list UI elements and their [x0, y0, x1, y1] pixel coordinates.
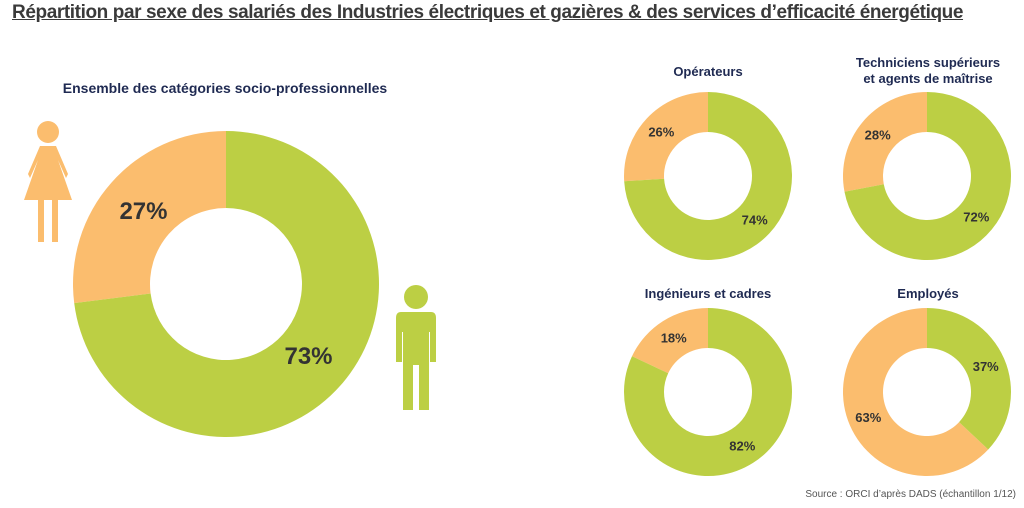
main-chart-title: Ensemble des catégories socio-profession… [62, 80, 388, 96]
main-label-women: 27% [119, 198, 167, 225]
technicians-label-women: 28% [865, 128, 891, 143]
operators-label-men: 74% [742, 212, 768, 227]
employees-slice-women [843, 308, 989, 476]
operators-slice-men [624, 92, 792, 260]
woman-figure-icon [24, 121, 72, 242]
operators-chart-title: Opérateurs [673, 64, 743, 79]
engineers-donut: 18% 82% [624, 308, 792, 477]
man-figure-icon [396, 285, 436, 410]
operators-donut: 26% 74% [624, 92, 792, 260]
engineers-label-women: 18% [661, 330, 687, 345]
employees-label-men: 37% [973, 359, 999, 374]
main-slice-men [74, 131, 380, 438]
technicians-title-line-1: Techniciens supérieurs [855, 55, 1001, 70]
technicians-label-men: 72% [963, 209, 989, 224]
technicians-slice-men [844, 92, 1011, 260]
source-note: Source : ORCI d’après DADS (échantillon … [805, 489, 1016, 500]
operators-slice-women [624, 92, 708, 182]
technicians-donut: 28% 72% [842, 92, 1011, 260]
technicians-chart-title: Techniciens supérieurs et agents de maîtr… [818, 55, 1024, 87]
engineers-label-men: 82% [729, 439, 755, 454]
technicians-title-line-2: et agents de maîtrise [863, 71, 993, 86]
employees-label-women: 63% [855, 410, 881, 425]
engineers-chart-title: Ingénieurs et cadres [644, 286, 772, 301]
main-label-men: 73% [284, 343, 332, 370]
technicians-slice-women [842, 92, 927, 192]
engineers-slice-men [624, 308, 792, 477]
page-title: Répartition par sexe des salariés des In… [12, 2, 964, 23]
employees-slice-men [927, 308, 1011, 450]
operators-label-women: 26% [648, 125, 674, 140]
main-slice-women [73, 131, 226, 304]
main-donut: 27% 73% [73, 131, 380, 438]
employees-donut: 63% 37% [843, 308, 1011, 476]
engineers-slice-women [631, 308, 708, 374]
employees-chart-title: Employés [897, 286, 959, 301]
